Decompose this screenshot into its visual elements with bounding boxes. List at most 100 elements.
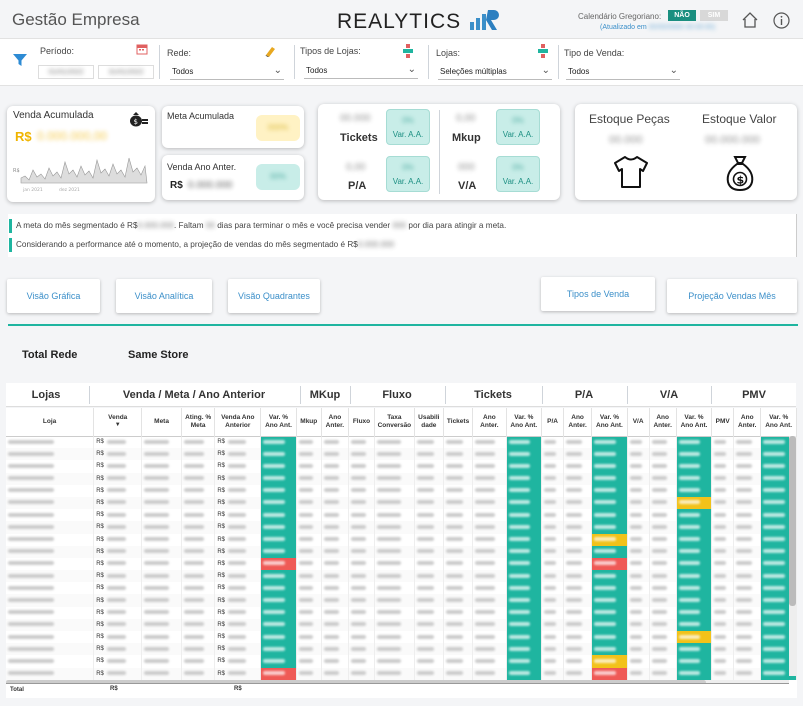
table-row[interactable]: R$ R$ xyxy=(6,655,797,668)
table-row[interactable]: R$ R$ xyxy=(6,631,797,644)
table-row[interactable]: R$ R$ xyxy=(6,643,797,656)
column-header[interactable]: Ano Anter. xyxy=(472,408,507,436)
eraser-icon[interactable] xyxy=(264,44,276,62)
column-header[interactable]: Var. % Ano Ant. xyxy=(260,408,297,436)
redacted-value xyxy=(8,622,54,627)
tipos-de-venda-button[interactable]: Tipos de Venda xyxy=(541,277,655,311)
table-row[interactable]: R$ R$ xyxy=(6,582,797,595)
column-header[interactable]: Ating. % Meta xyxy=(181,408,216,436)
column-header[interactable]: Var. % Ano Ant. xyxy=(591,408,628,436)
visao-analitica-button[interactable]: Visão Analítica xyxy=(116,279,212,313)
table-cell xyxy=(472,606,507,619)
table-row[interactable]: R$ R$ xyxy=(6,545,797,558)
redacted-value xyxy=(651,500,668,505)
toggle-no-button[interactable]: NÃO xyxy=(668,10,696,21)
table-cell xyxy=(591,460,628,473)
column-header[interactable]: P/A xyxy=(541,408,564,436)
redacted-value xyxy=(594,512,616,517)
column-header[interactable]: Ano Anter. xyxy=(733,408,762,436)
table-row[interactable]: R$ R$ xyxy=(6,472,797,485)
pa-value: 0,00 xyxy=(346,162,366,173)
column-header[interactable]: Meta xyxy=(141,408,182,436)
table-row[interactable]: R$ R$ xyxy=(6,484,797,497)
column-header[interactable]: Ano Anter. xyxy=(649,408,677,436)
calendar-icon[interactable] xyxy=(136,42,148,60)
column-header[interactable]: Venda ▼ xyxy=(93,408,143,436)
brand-logo-icon xyxy=(469,8,500,35)
column-header[interactable]: Venda Ano Anterior xyxy=(214,408,262,436)
table-cell xyxy=(374,533,415,546)
column-header[interactable]: Mkup xyxy=(296,408,322,436)
msg2-projecao-value: 0.000.000 xyxy=(357,240,395,249)
column-header[interactable]: Fluxo xyxy=(348,408,376,436)
column-header[interactable]: V/A xyxy=(627,408,650,436)
table-row[interactable]: R$ R$ xyxy=(6,533,797,546)
table-row[interactable]: R$ R$ xyxy=(6,570,797,583)
table-cell xyxy=(627,436,650,449)
redacted-value xyxy=(227,451,247,456)
tickets-var-value: 0% xyxy=(402,116,414,125)
total-rede-tab[interactable]: Total Rede xyxy=(22,349,78,361)
table-row[interactable]: R$ R$ xyxy=(6,509,797,522)
table-vertical-scrollbar[interactable] xyxy=(789,436,796,676)
table-horizontal-scrollbar[interactable] xyxy=(6,680,789,685)
column-header[interactable]: Tickets xyxy=(443,408,474,436)
table-cell xyxy=(649,606,677,619)
lojas-dropdown[interactable]: Seleções múltiplas ⌄ xyxy=(438,64,552,80)
table-cell xyxy=(472,557,507,571)
column-header[interactable]: PMV xyxy=(711,408,735,436)
redacted-value xyxy=(544,671,556,676)
redacted-value xyxy=(678,597,701,602)
table-row[interactable]: R$ R$ xyxy=(6,521,797,534)
home-icon[interactable] xyxy=(741,11,759,34)
mkup-var-value: 0% xyxy=(512,116,524,125)
column-header[interactable]: Taxa Conversão xyxy=(374,408,415,436)
filter-icon[interactable] xyxy=(12,52,28,73)
same-store-tab[interactable]: Same Store xyxy=(128,349,189,361)
table-cell xyxy=(141,545,182,558)
table-cell xyxy=(260,460,297,473)
store-table-container[interactable]: Loja Venda ▼ Meta Ating. % Meta Venda Ano Ant… xyxy=(6,408,797,698)
column-header[interactable]: Var. % Ano Ant. xyxy=(676,408,713,436)
redacted-value xyxy=(416,524,434,529)
visao-grafica-button[interactable]: Visão Gráfica xyxy=(7,279,100,313)
sort-down-icon[interactable]: ▼ xyxy=(114,422,121,429)
table-row[interactable]: R$ R$ xyxy=(6,436,797,449)
info-icon[interactable] xyxy=(773,12,790,34)
table-row[interactable]: R$ R$ xyxy=(6,496,797,510)
visao-quadrantes-button[interactable]: Visão Quadrantes xyxy=(228,279,320,313)
periodo-end-input[interactable]: 31/01/2022 xyxy=(98,65,154,79)
redacted-value xyxy=(594,439,616,444)
table-row[interactable]: R$ R$ xyxy=(6,460,797,473)
currency-symbol: R$ xyxy=(217,609,225,616)
column-header[interactable]: Ano Anter. xyxy=(563,408,593,436)
column-header[interactable]: Ano Anter. xyxy=(321,408,349,436)
slicer-reset-icon[interactable] xyxy=(403,44,413,63)
table-row[interactable]: R$ R$ xyxy=(6,594,797,607)
table-row[interactable]: R$ R$ xyxy=(6,667,797,680)
tipo-venda-dropdown[interactable]: Todos ⌄ xyxy=(566,64,680,80)
redacted-value xyxy=(629,585,642,590)
table-row[interactable]: R$ R$ xyxy=(6,618,797,631)
table-row[interactable]: R$ R$ xyxy=(6,448,797,461)
column-header[interactable]: Loja xyxy=(6,408,95,436)
slicer-reset-icon[interactable] xyxy=(538,44,548,63)
table-cell xyxy=(649,460,677,473)
tipos-lojas-dropdown[interactable]: Todos ⌄ xyxy=(304,63,418,79)
table-row[interactable]: R$ R$ xyxy=(6,606,797,619)
column-header[interactable]: Usabili dade xyxy=(414,408,444,436)
currency-symbol: R$ xyxy=(217,634,225,641)
table-cell xyxy=(563,472,593,485)
redacted-value xyxy=(144,585,169,590)
redacted-value xyxy=(8,634,54,639)
table-cell xyxy=(260,509,297,522)
scrollbar-thumb[interactable] xyxy=(789,436,796,606)
column-header[interactable]: Var. % Ano Ant. xyxy=(506,408,543,436)
rede-dropdown[interactable]: Todos ⌄ xyxy=(170,64,284,80)
toggle-yes-button[interactable]: SIM xyxy=(700,10,728,21)
table-row[interactable]: R$ R$ xyxy=(6,557,797,571)
scrollbar-thumb[interactable] xyxy=(6,680,706,685)
column-header[interactable]: Var. % Ano Ant. xyxy=(760,408,797,436)
periodo-start-input[interactable]: 01/01/2022 xyxy=(38,65,94,79)
projecao-vendas-mes-button[interactable]: Projeção Vendas Mês xyxy=(667,279,797,313)
